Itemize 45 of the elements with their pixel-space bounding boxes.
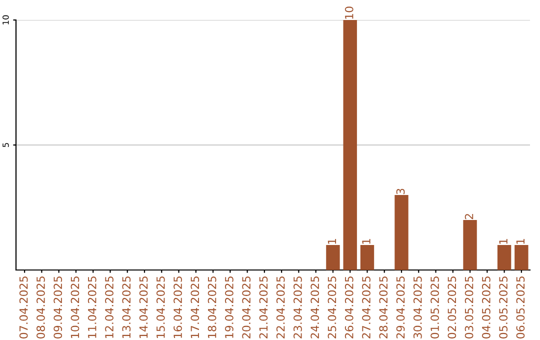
bar <box>343 20 357 270</box>
x-tick-label: 23.04.2025 <box>294 276 302 338</box>
x-tick-label: 02.05.2025 <box>448 276 456 338</box>
x-tick-label: 29.04.2025 <box>396 276 405 338</box>
bar <box>514 245 528 270</box>
x-tick-label: 03.05.2025 <box>464 276 474 338</box>
x-tick-label: 18.04.2025 <box>208 276 216 338</box>
x-tick-label: 08.04.2025 <box>36 276 45 338</box>
data-label: 2 <box>464 214 474 220</box>
x-tick-label: 15.04.2025 <box>156 276 165 338</box>
x-tick-label: 22.04.2025 <box>276 276 285 338</box>
data-label: 1 <box>328 238 336 244</box>
x-tick-label: 20.04.2025 <box>242 276 251 338</box>
bar <box>326 245 340 270</box>
x-tick-label: 11.04.2025 <box>88 276 96 338</box>
x-tick-label: 19.04.2025 <box>224 276 234 338</box>
x-tick-label: 28.04.2025 <box>379 276 388 338</box>
data-label: 1 <box>362 238 370 244</box>
x-tick-label: 27.04.2025 <box>362 276 370 338</box>
y-tick-label: 5 <box>2 143 9 148</box>
x-tick-label: 16.04.2025 <box>174 276 182 338</box>
data-label: 10 <box>344 6 354 19</box>
x-tick-label: 30.04.2025 <box>413 276 422 338</box>
x-tick-label: 01.05.2025 <box>430 276 439 338</box>
x-tick-label: 12.04.2025 <box>105 276 114 338</box>
x-tick-label: 21.04.2025 <box>259 276 268 338</box>
x-tick-label: 07.04.2025 <box>19 276 28 338</box>
data-label: 3 <box>396 188 405 194</box>
bar <box>360 245 374 270</box>
x-tick-label: 04.05.2025 <box>482 276 490 338</box>
data-label: 1 <box>516 238 524 244</box>
x-tick-label: 24.04.2025 <box>310 276 320 338</box>
x-tick-label: 26.04.2025 <box>344 276 354 338</box>
x-tick-label: 09.04.2025 <box>54 276 62 338</box>
x-tick-label: 06.05.2025 <box>516 276 525 338</box>
data-label: 1 <box>499 238 508 244</box>
x-tick-label: 14.04.2025 <box>139 276 148 338</box>
x-tick-label: 10.04.2025 <box>70 276 80 338</box>
bar <box>394 195 408 270</box>
x-tick-label: 05.05.2025 <box>499 276 508 338</box>
bar <box>497 245 512 270</box>
x-tick-label: 17.04.2025 <box>190 276 200 338</box>
bar <box>463 220 477 270</box>
x-tick-label: 25.04.2025 <box>328 276 336 338</box>
x-tick-label: 13.04.2025 <box>122 276 131 338</box>
